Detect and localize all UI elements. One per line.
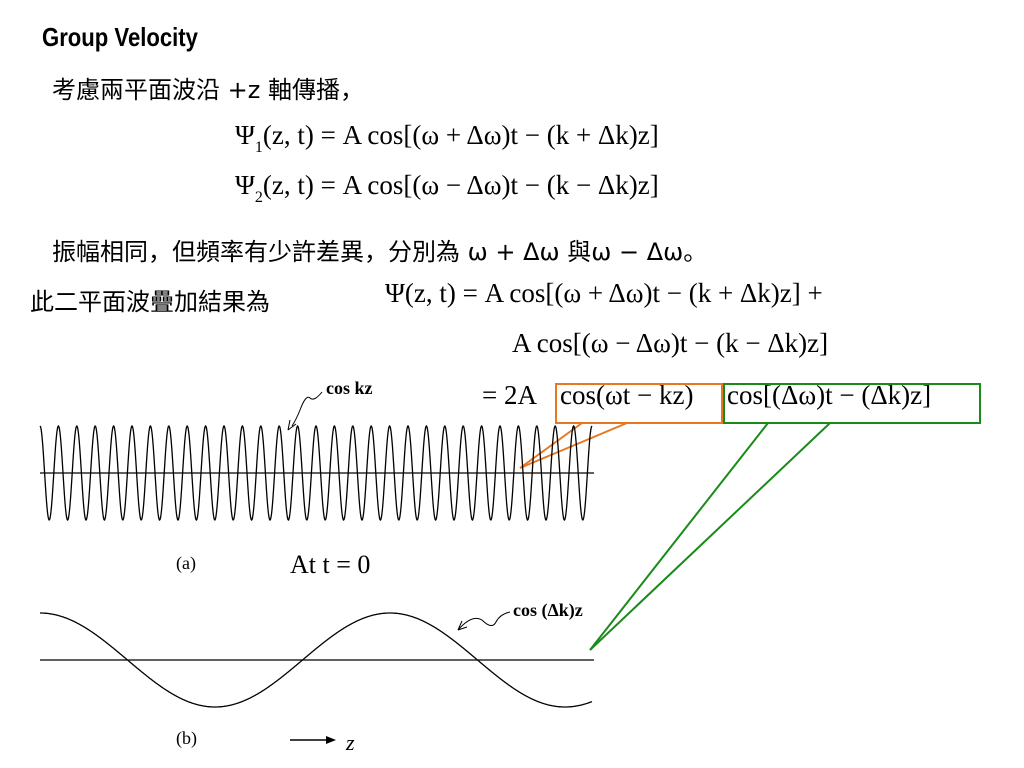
pointer [589, 422, 769, 651]
equation: A cos[(ω − Δω)t − (k − Δk)z] [512, 328, 829, 358]
intro-text: 考慮兩平面波沿 +z 軸傳播， [52, 76, 364, 104]
symbol: Ψ [235, 120, 255, 150]
axis-label: z [346, 730, 355, 755]
callout-arrow [457, 620, 468, 631]
panel-label: (b) [176, 728, 197, 748]
pointer [519, 422, 583, 469]
text-line: 此二平面波疊加結果為 [30, 288, 270, 316]
equation-text: (z, t) = A cos[(ω − Δω)t − (k − Δk)z] [262, 170, 659, 200]
wave-label: cos kz [326, 378, 373, 398]
carrier-wave [39, 424, 593, 522]
carrier-box [555, 383, 723, 424]
pointer [519, 422, 628, 469]
subscript: 1 [254, 139, 263, 156]
callout-arrow [287, 419, 297, 431]
equation-text: (z, t) = A cos[(ω + Δω)t − (k + Δk)z] [262, 120, 659, 150]
callout [457, 611, 511, 631]
equation: Ψ(z, t) = A cos[(ω + Δω)t − (k + Δk)z] + [385, 278, 823, 308]
callout [291, 391, 323, 427]
symbol: Ψ [235, 170, 255, 200]
pointer [589, 422, 831, 651]
envelope-box [723, 383, 981, 424]
text-line: 振幅相同，但頻率有少許差異，分別為 ω + Δω 與ω − Δω。 [52, 238, 708, 266]
wave-label: cos (Δk)z [513, 600, 583, 620]
panel-label: (a) [176, 553, 196, 573]
equation: Ψ2(z, t) = A cos[(ω − Δω)t − (k − Δk)z] [235, 170, 659, 206]
equation: Ψ1(z, t) = A cos[(ω + Δω)t − (k + Δk)z] [235, 120, 659, 156]
time-note: At t = 0 [290, 550, 371, 579]
z-arrow-head [326, 736, 336, 744]
subscript: 2 [254, 189, 263, 206]
equation: = 2A [482, 380, 537, 410]
envelope-wave [40, 612, 593, 708]
title: Group Velocity [42, 22, 198, 52]
